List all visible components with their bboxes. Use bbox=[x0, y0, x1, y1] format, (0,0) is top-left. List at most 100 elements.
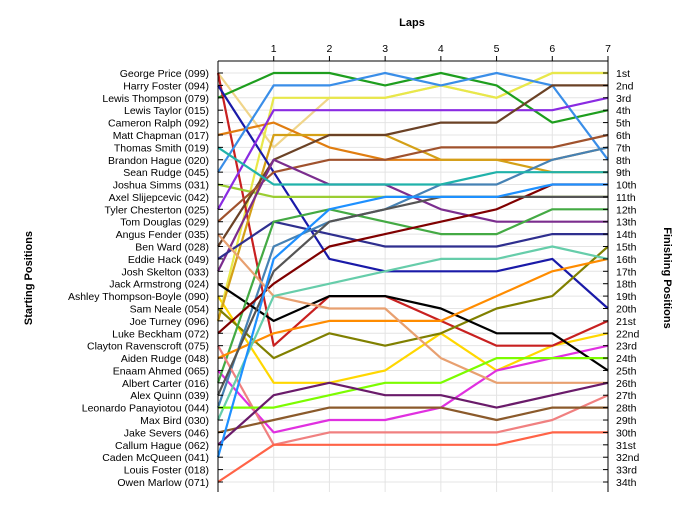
finishing-position-label: 17th bbox=[616, 266, 637, 278]
finishing-position-label: 31st bbox=[616, 440, 636, 452]
finishing-position-label: 20th bbox=[616, 303, 637, 315]
starting-position-label: Albert Carter (016) bbox=[122, 378, 209, 390]
starting-position-label: Louis Foster (018) bbox=[124, 465, 209, 477]
series-line-5 bbox=[216, 72, 609, 347]
starting-position-label: Joe Turney (096) bbox=[130, 316, 209, 328]
series-line-25 bbox=[216, 195, 608, 396]
starting-position-label: Lewis Taylor (015) bbox=[124, 105, 209, 117]
y-axis-title-right: Finishing Positions bbox=[661, 227, 673, 328]
finishing-position-label: 2nd bbox=[616, 80, 634, 92]
series-line-31 bbox=[216, 183, 608, 458]
series-line-6 bbox=[217, 121, 609, 161]
finishing-position-label: 25th bbox=[616, 365, 637, 377]
series-line-7 bbox=[216, 133, 608, 322]
finishing-position-label: 27th bbox=[616, 390, 637, 402]
finishing-position-label: 8th bbox=[616, 155, 631, 167]
starting-position-label: Max Bird (030) bbox=[140, 415, 209, 427]
series-line-13 bbox=[217, 245, 609, 360]
series-line-26 bbox=[216, 245, 609, 421]
chart-title: Laps bbox=[399, 17, 425, 29]
series-line-12 bbox=[217, 84, 608, 248]
starting-position-label: Harry Foster (094) bbox=[123, 80, 209, 92]
series-line-29 bbox=[217, 381, 609, 446]
series-line-11 bbox=[217, 96, 609, 210]
series-line-24 bbox=[217, 233, 608, 384]
starting-position-label: Sam Neale (054) bbox=[130, 303, 209, 315]
finishing-position-label: 16th bbox=[616, 254, 637, 266]
finishing-position-label: 13th bbox=[616, 217, 637, 229]
starting-position-label: Joshua Simms (031) bbox=[113, 180, 209, 192]
finishing-position-label: 14th bbox=[616, 229, 637, 241]
starting-position-label: Clayton Ravenscroft (075) bbox=[87, 341, 209, 353]
series-line-28 bbox=[217, 406, 608, 434]
series-lines bbox=[216, 71, 609, 483]
finishing-position-label: 32nd bbox=[616, 452, 640, 464]
starting-position-label: Aiden Rudge (048) bbox=[121, 353, 209, 365]
series-line-17 bbox=[217, 220, 608, 260]
finishing-position-label: 21st bbox=[616, 316, 636, 328]
finishing-position-label: 12th bbox=[616, 204, 637, 216]
grid-lines bbox=[218, 61, 609, 492]
starting-position-label: Jake Severs (046) bbox=[124, 427, 209, 439]
series-line-30 bbox=[217, 146, 608, 186]
starting-position-label: Ashley Thompson-Boyle (090) bbox=[68, 291, 209, 303]
y-axis-title-left: Starting Positions bbox=[23, 231, 35, 325]
finishing-position-label: 28th bbox=[616, 403, 637, 415]
finishing-position-label: 5th bbox=[616, 118, 631, 130]
lap-tick-label: 6 bbox=[549, 43, 555, 55]
series-line-32 bbox=[217, 431, 608, 483]
starting-position-label: Caden McQueen (041) bbox=[102, 452, 209, 464]
finishing-position-label: 34th bbox=[616, 477, 637, 489]
starting-position-label: Alex Quinn (039) bbox=[130, 390, 209, 402]
starting-position-label: Angus Fender (035) bbox=[116, 229, 209, 241]
starting-position-label: Owen Marlow (071) bbox=[117, 477, 209, 489]
finishing-position-label: 4th bbox=[616, 105, 631, 117]
starting-position-label: Tom Douglas (029) bbox=[120, 217, 209, 229]
finishing-position-label: 29th bbox=[616, 415, 637, 427]
finishing-position-label: 3rd bbox=[616, 93, 631, 105]
starting-position-label: Sean Rudge (045) bbox=[123, 167, 209, 179]
starting-position-label: Leonardo Panayiotou (044) bbox=[82, 403, 209, 415]
starting-position-label: Thomas Smith (019) bbox=[114, 142, 209, 154]
series-line-23 bbox=[217, 257, 609, 360]
finishing-position-label: 33rd bbox=[616, 465, 637, 477]
finishing-position-label: 22nd bbox=[616, 328, 640, 340]
series-line-16 bbox=[217, 344, 609, 434]
starting-position-label: Tyler Chesterton (025) bbox=[105, 204, 209, 216]
series-line-21 bbox=[217, 183, 608, 335]
series-line-1 bbox=[217, 295, 609, 384]
lap-tick-label: 5 bbox=[494, 43, 500, 55]
starting-position-label: Axel Slijepcevic (042) bbox=[109, 192, 209, 204]
lap-tick-label: 3 bbox=[382, 43, 388, 55]
starting-position-label: Callum Hague (062) bbox=[115, 440, 209, 452]
series-line-27 bbox=[218, 357, 608, 409]
finishing-position-label: 1st bbox=[616, 68, 630, 80]
series-line-3 bbox=[216, 71, 608, 322]
finishing-position-label: 26th bbox=[616, 378, 637, 390]
finishing-position-label: 19th bbox=[616, 291, 637, 303]
starting-position-label: Ben Ward (028) bbox=[135, 242, 209, 254]
series-line-22 bbox=[217, 345, 609, 446]
starting-position-label: Cameron Ralph (092) bbox=[108, 118, 209, 130]
lap-tick-label: 2 bbox=[327, 43, 333, 55]
series-line-14 bbox=[217, 133, 609, 223]
finishing-position-label: 6th bbox=[616, 130, 631, 142]
finishing-position-label: 7th bbox=[616, 142, 631, 154]
lap-tick-label: 1 bbox=[271, 43, 277, 55]
finishing-position-label: 15th bbox=[616, 242, 637, 254]
starting-position-label: Jack Armstrong (024) bbox=[109, 279, 209, 291]
finishing-position-label: 9th bbox=[616, 167, 631, 179]
lap-tick-labels: 1 2 3 4 5 6 7 bbox=[271, 43, 611, 55]
starting-position-label: Eddie Hack (049) bbox=[128, 254, 209, 266]
finishing-position-label: 18th bbox=[616, 279, 637, 291]
starting-position-label: Matt Chapman (017) bbox=[113, 130, 209, 142]
finishing-position-label: 30th bbox=[616, 427, 637, 439]
starting-position-label: Luke Beckham (072) bbox=[112, 328, 209, 340]
finishing-position-label: 24th bbox=[616, 353, 637, 365]
lap-tick-label: 7 bbox=[605, 43, 611, 55]
starting-position-labels: George Price (099)Harry Foster (094)Lewi… bbox=[68, 68, 209, 489]
series-line-8 bbox=[217, 84, 609, 310]
finishing-position-label: 10th bbox=[616, 180, 637, 192]
starting-position-label: Brandon Hague (020) bbox=[108, 155, 209, 167]
